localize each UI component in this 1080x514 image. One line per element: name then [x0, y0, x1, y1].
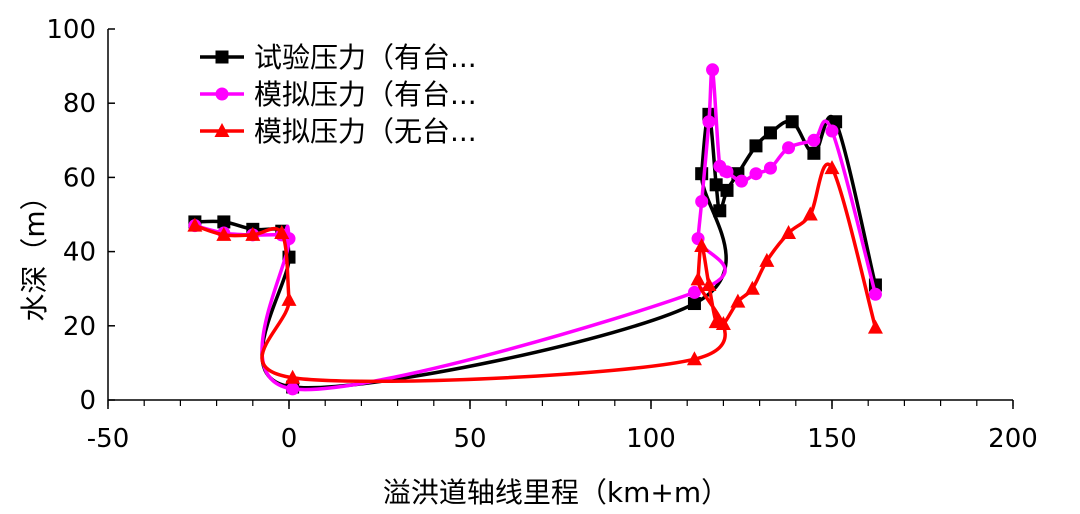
x-tick-label: 100 [626, 424, 676, 454]
data-point [763, 161, 777, 175]
data-point [216, 226, 232, 241]
series-2 [188, 63, 882, 396]
data-point [285, 369, 301, 384]
data-point [715, 315, 731, 330]
data-point [695, 195, 709, 209]
legend-entry: 模拟压力（无台... [200, 115, 477, 148]
data-point [802, 206, 818, 221]
data-point [749, 139, 763, 153]
series-3 [187, 160, 883, 384]
data-point [694, 238, 710, 253]
data-point [274, 225, 290, 240]
x-axis-title: 溢洪道轴线里程（km+m） [383, 476, 729, 509]
data-point [702, 115, 716, 129]
series-1 [188, 107, 882, 394]
data-point [807, 146, 821, 160]
y-tick-label: 40 [63, 238, 96, 268]
data-point [781, 225, 797, 240]
y-tick-label: 60 [63, 163, 96, 193]
series-line [194, 162, 878, 384]
data-point [709, 178, 723, 192]
legend-swatch-marker [214, 123, 230, 137]
data-point [690, 271, 706, 286]
data-point [686, 351, 702, 366]
data-point [187, 217, 203, 232]
data-point [759, 252, 775, 267]
x-tick-label: 50 [453, 424, 486, 454]
legend-entry: 模拟压力（有台... [200, 78, 477, 111]
legend-swatch-marker [215, 87, 229, 101]
data-point [730, 293, 746, 308]
data-point [825, 124, 839, 138]
data-point [713, 204, 727, 218]
legend-label: 模拟压力（无台... [254, 115, 477, 148]
x-tick-label: -50 [87, 424, 129, 454]
data-point [763, 126, 777, 140]
y-tick-label: 0 [79, 386, 96, 416]
legend-entry: 试验压力（有台... [200, 41, 477, 74]
legend-label: 模拟压力（有台... [254, 78, 477, 111]
data-point [744, 280, 760, 295]
y-axis-title: 水深（m） [18, 182, 51, 321]
data-point [687, 297, 701, 311]
x-tick-label: 0 [281, 424, 298, 454]
data-point [867, 319, 883, 334]
y-tick-label: 100 [46, 15, 96, 45]
data-point [706, 63, 720, 77]
legend-label: 试验压力（有台... [254, 41, 477, 74]
data-point [217, 215, 231, 229]
data-point [807, 133, 821, 147]
y-tick-label: 80 [63, 89, 96, 119]
data-point [245, 226, 261, 241]
data-point [785, 115, 799, 129]
legend: 试验压力（有台... 模拟压力（有台... 模拟压力（无台... [200, 41, 477, 148]
data-point [286, 382, 300, 396]
data-point [735, 174, 748, 188]
series-layer [187, 63, 883, 396]
data-point [824, 160, 840, 175]
data-point [782, 141, 796, 155]
data-point [687, 285, 701, 299]
data-point [701, 276, 717, 291]
data-point [720, 165, 734, 179]
legend-swatch-marker [215, 50, 229, 64]
data-point [281, 291, 297, 306]
data-point [868, 287, 882, 301]
data-point [720, 183, 734, 197]
data-point [749, 167, 763, 181]
axes-layer: 0 20 40 60 80 100 -50 0 50 100 150 200 [46, 15, 1037, 454]
x-tick-label: 150 [807, 424, 857, 454]
x-tick-label: 200 [988, 424, 1038, 454]
y-tick-label: 20 [63, 312, 96, 342]
